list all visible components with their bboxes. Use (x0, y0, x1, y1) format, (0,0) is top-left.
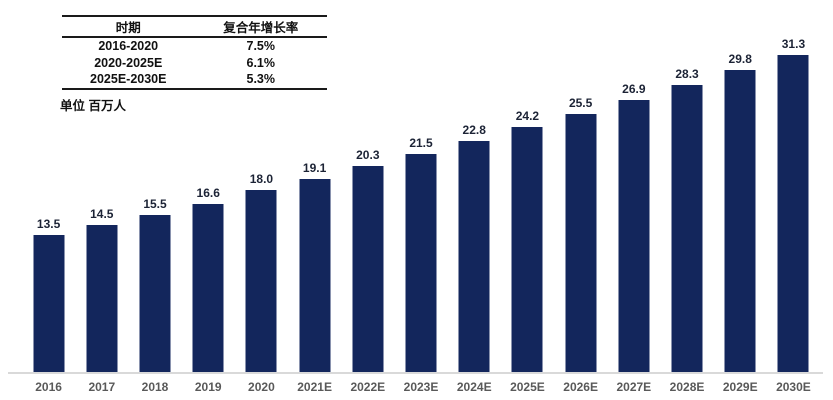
x-tick-label: 2026E (563, 380, 598, 394)
bar-value-label: 24.2 (515, 109, 540, 123)
bar (299, 179, 331, 372)
bar (352, 166, 384, 372)
table-row: 2025E-2030E 5.3% (62, 71, 327, 88)
table-row: 2020-2025E 6.1% (62, 55, 327, 72)
x-tick-label: 2017 (88, 380, 116, 394)
x-tick-label: 2025E (510, 380, 545, 394)
bar-group: 25.5 2026E (554, 0, 607, 400)
bar (618, 100, 650, 372)
bar (86, 225, 118, 372)
bar-value-label: 21.5 (409, 136, 433, 150)
bar-plot: 13.5 2016 14.5 2017 15.5 2018 16.6 2019 18.0 2020… (22, 0, 820, 400)
x-tick-label: 2029E (722, 380, 758, 394)
x-tick-label: 2023E (403, 380, 439, 394)
x-tick-label: 2016 (35, 380, 62, 394)
bar-value-label: 16.6 (196, 186, 220, 200)
bar-value-label: 18.0 (249, 172, 274, 186)
bar-value-label: 14.5 (90, 207, 114, 221)
bar (671, 85, 703, 372)
x-tick-label: 2021E (297, 380, 332, 394)
bar-value-label: 22.8 (462, 123, 486, 137)
bar (405, 154, 437, 372)
bar-value-label: 19.1 (302, 161, 327, 175)
bar-group: 19.1 2021E (288, 0, 341, 400)
bar-value-label: 20.3 (356, 148, 380, 162)
bar-group: 15.5 2018 (128, 0, 181, 400)
bar-group: 22.8 2024E (448, 0, 501, 400)
bar-group: 28.3 2028E (660, 0, 713, 400)
bar-value-label: 13.5 (36, 217, 61, 231)
bar (777, 55, 809, 372)
bar-value-label: 26.9 (622, 82, 646, 96)
bar-group: 14.5 2017 (75, 0, 128, 400)
bar-group: 20.3 2022E (341, 0, 394, 400)
bar (511, 127, 543, 372)
bar-group: 31.3 2030E (767, 0, 820, 400)
bar-value-label: 15.5 (143, 197, 167, 211)
period-cell: 2025E-2030E (90, 72, 167, 87)
bar (245, 190, 277, 372)
bar (192, 204, 224, 372)
bar (139, 215, 171, 372)
bar (565, 114, 597, 372)
bar-value-label: 28.3 (675, 67, 699, 81)
bar-group: 21.5 2023E (394, 0, 447, 400)
bar (724, 70, 756, 372)
x-tick-label: 2024E (456, 380, 492, 394)
bar-group: 29.8 2029E (714, 0, 767, 400)
x-tick-label: 2027E (616, 380, 652, 394)
x-axis-line (8, 372, 823, 374)
x-tick-label: 2030E (776, 380, 811, 394)
bar-value-label: 29.8 (728, 52, 752, 66)
bar-value-label: 25.5 (568, 96, 593, 110)
bar (458, 141, 490, 372)
cagr-table-body: 2016-2020 7.5% 2020-2025E 6.1% 2025E-2030E 5.… (62, 38, 327, 88)
bar-group: 13.5 2016 (22, 0, 75, 400)
cagr-cell: 6.1% (246, 55, 276, 70)
cagr-table-header: 时期 复合年增长率 (62, 17, 327, 38)
bar (33, 235, 65, 372)
unit-note: 单位 百万人 (60, 99, 126, 113)
cagr-cell: 7.5% (246, 39, 276, 54)
cagr-cell: 5.3% (246, 72, 276, 87)
bar-group: 24.2 2025E (501, 0, 554, 400)
bar-group: 16.6 2019 (182, 0, 235, 400)
bar-group: 18.0 2020 (235, 0, 288, 400)
period-cell: 2016-2020 (98, 39, 159, 54)
cagr-table: 时期 复合年增长率 2016-2020 7.5% 2020-2025E 6.1% 202… (62, 15, 327, 90)
x-tick-label: 2022E (350, 380, 386, 394)
table-row: 2016-2020 7.5% (62, 38, 327, 55)
x-tick-label: 2018 (141, 380, 169, 394)
period-cell: 2020-2025E (94, 55, 163, 70)
column-header-cagr: 复合年增长率 (223, 21, 299, 35)
column-header-period: 时期 (115, 21, 141, 35)
x-tick-label: 2020 (248, 380, 275, 394)
bar-group: 26.9 2027E (607, 0, 660, 400)
bar-value-label: 31.3 (781, 37, 806, 51)
x-tick-label: 2019 (194, 380, 222, 394)
x-tick-label: 2028E (669, 380, 705, 394)
